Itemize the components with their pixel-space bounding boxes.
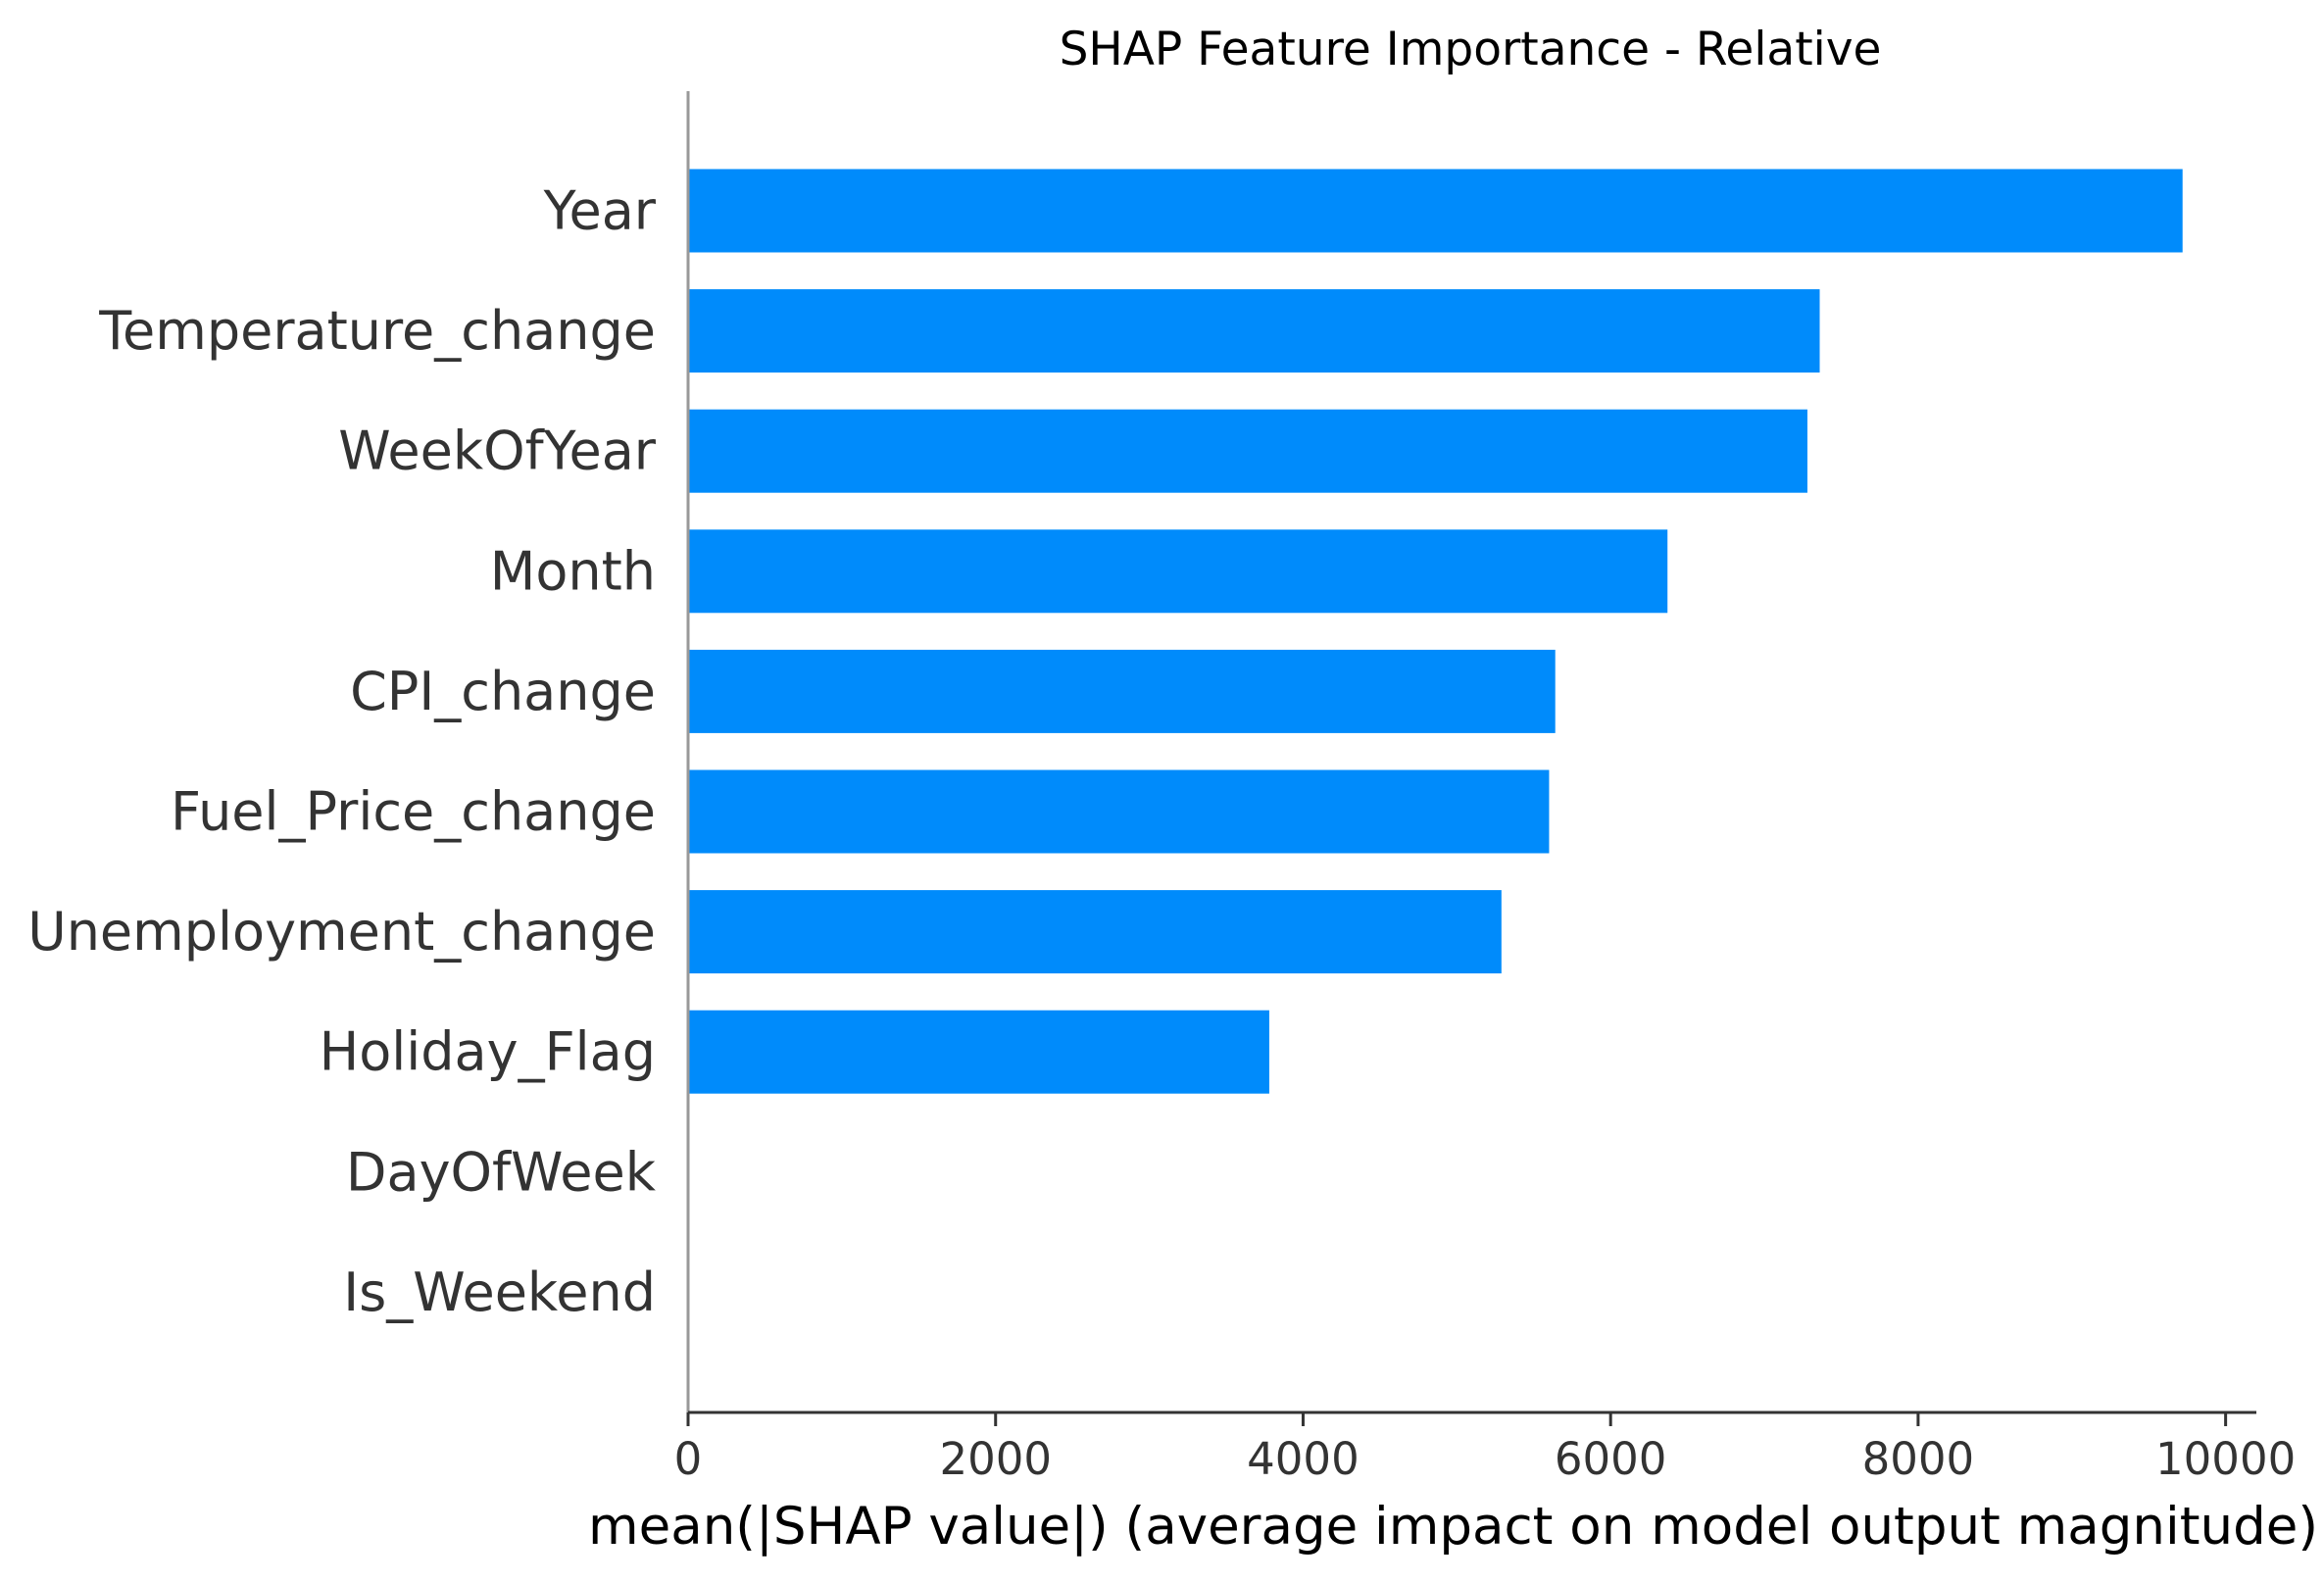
feature-label-year: Year: [543, 180, 657, 242]
x-tick-label-6000: 6000: [1555, 1433, 1667, 1485]
x-ticks-group: 0 2000 4000 6000 8000 10000: [674, 1412, 2296, 1485]
bar-cpi-change: [688, 649, 1556, 733]
x-tick-label-8000: 8000: [1862, 1433, 1975, 1485]
x-axis-label: mean(|SHAP value|) (average impact on mo…: [588, 1497, 2318, 1557]
bars-group: [688, 169, 2183, 1094]
feature-label-weekofyear: WeekOfYear: [338, 420, 657, 482]
bar-weekofyear: [688, 409, 1807, 493]
feature-label-unemployment-change: Unemployment_change: [27, 901, 656, 963]
bar-holiday-flag: [688, 1010, 1269, 1094]
feature-label-cpi-change: CPI_change: [350, 661, 656, 722]
feature-label-fuel-price-change: Fuel_Price_change: [171, 781, 656, 843]
x-tick-label-0: 0: [674, 1433, 703, 1485]
feature-label-is-weekend: Is_Weekend: [343, 1261, 656, 1323]
x-tick-label-4000: 4000: [1247, 1433, 1360, 1485]
bar-fuel-price-change: [688, 769, 1550, 854]
feature-label-month: Month: [490, 540, 656, 602]
x-tick-label-10000: 10000: [2155, 1433, 2296, 1485]
bar-month: [688, 529, 1668, 614]
bar-unemployment-change: [688, 890, 1502, 974]
bar-year: [688, 169, 2183, 253]
feature-label-holiday-flag: Holiday_Flag: [320, 1021, 656, 1083]
x-tick-label-2000: 2000: [939, 1433, 1052, 1485]
feature-label-dayofweek: DayOfWeek: [346, 1141, 657, 1203]
feature-labels-group: Year Temperature_change WeekOfYear Month CPI…: [27, 180, 657, 1323]
feature-label-temperature-change: Temperature_change: [98, 300, 656, 362]
chart-title: SHAP Feature Importance - Relative: [1060, 23, 1882, 76]
bar-temperature-change: [688, 289, 1820, 373]
